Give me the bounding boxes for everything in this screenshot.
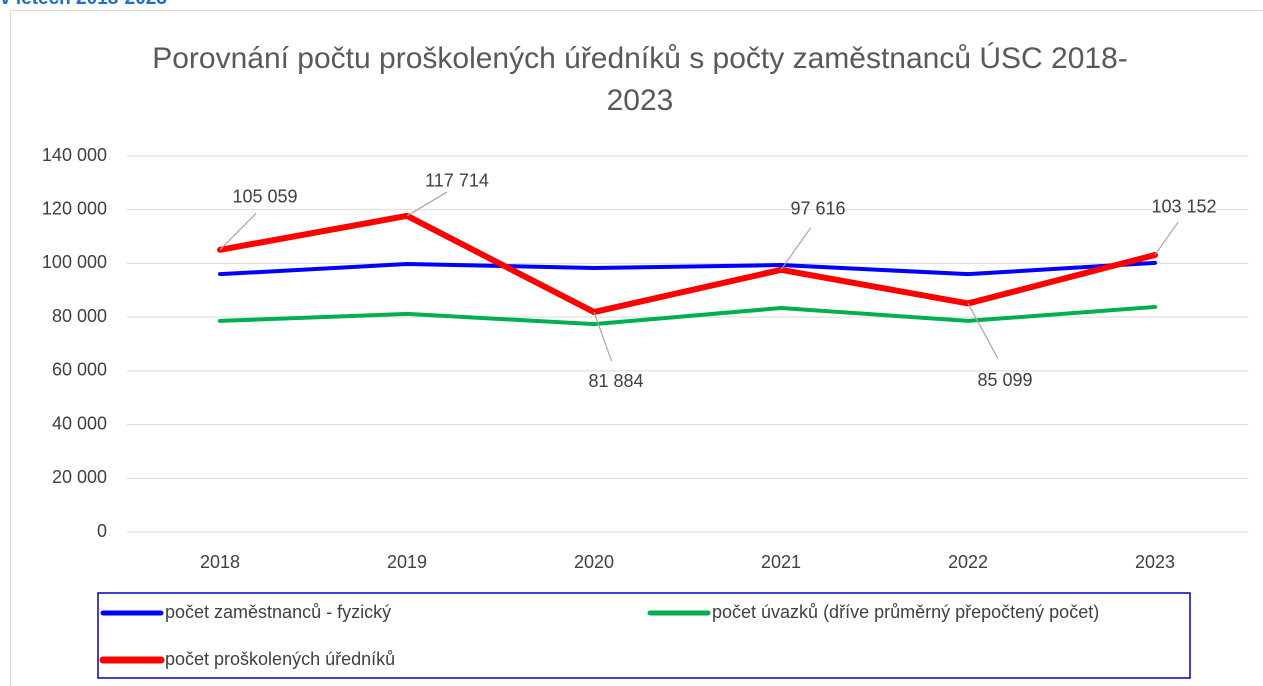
data-label: 105 059: [232, 187, 297, 207]
data-label: 81 884: [588, 371, 643, 391]
y-tick-label: 20 000: [52, 467, 107, 487]
data-label: 85 099: [977, 370, 1032, 390]
y-tick-label: 120 000: [42, 198, 107, 218]
x-tick-label: 2022: [948, 552, 988, 572]
series-line: [218, 260, 1157, 277]
leader-line: [406, 191, 448, 217]
leader-line: [219, 213, 257, 251]
y-tick-label: 140 000: [42, 145, 107, 165]
series-line: [217, 212, 1158, 316]
chart-title: Porovnání počtu proškolených úředníků s …: [152, 42, 1128, 117]
data-label: 117 714: [425, 171, 489, 191]
legend-box: [97, 592, 1191, 679]
y-tick-label: 60 000: [52, 360, 107, 380]
legend-label: počet úvazků (dříve průměrný přepočtený …: [712, 602, 1099, 622]
leader-line: [1154, 221, 1179, 256]
leader-line: [593, 311, 613, 362]
legend-label: počet proškolených úředníků: [165, 649, 395, 669]
series-line: [218, 304, 1157, 327]
x-tick-label: 2021: [761, 552, 801, 572]
x-tick-label: 2023: [1135, 552, 1175, 572]
y-tick-label: 40 000: [52, 413, 107, 433]
x-tick-label: 2018: [200, 552, 240, 572]
y-tick-label: 0: [97, 521, 107, 541]
data-label: 103 152: [1151, 197, 1216, 217]
legend-label: počet zaměstnanců - fyzický: [165, 602, 391, 622]
x-tick-label: 2020: [574, 552, 614, 572]
chart-frame: [10, 10, 1263, 686]
header: v letech 2018-2023: [0, 0, 167, 10]
y-tick-label: 80 000: [52, 306, 107, 326]
x-tick-label: 2019: [387, 552, 427, 572]
data-label: 97 616: [790, 199, 845, 219]
leader-line: [780, 227, 812, 271]
leader-line: [967, 303, 999, 359]
y-tick-label: 100 000: [42, 252, 107, 272]
